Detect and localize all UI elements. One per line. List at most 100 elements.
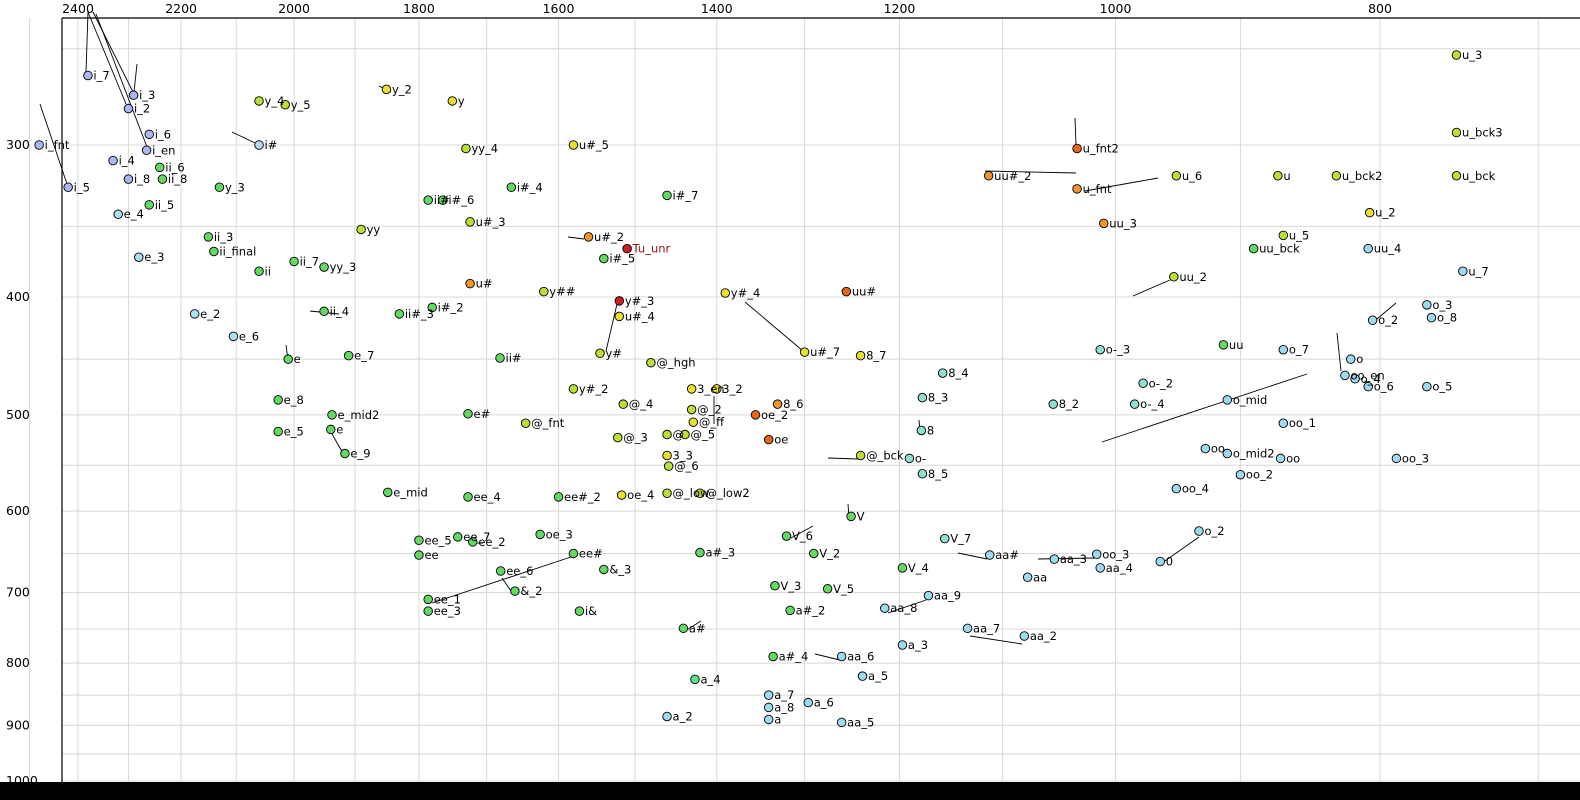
point-label: a_5: [868, 669, 888, 683]
data-point: [447, 96, 458, 106]
data-point: [897, 563, 908, 573]
data-point: [574, 606, 585, 616]
data-point: [394, 309, 405, 319]
data-point: [228, 331, 239, 342]
point-label: V_3: [780, 579, 801, 593]
point-label: 3_en: [697, 382, 724, 396]
data-point: [916, 425, 927, 436]
leader-line: [744, 301, 804, 352]
point-label: uu#_2: [994, 169, 1031, 183]
x-tick-label: 2000: [278, 1, 310, 16]
data-point: [1155, 556, 1165, 567]
data-point: [1218, 340, 1229, 350]
point-label: e_9: [350, 447, 370, 461]
point-label: 8: [927, 423, 934, 437]
point-label: u_fnt2: [1083, 142, 1119, 156]
data-point: [599, 564, 609, 575]
point-label: ee_2: [478, 535, 505, 549]
data-point: [622, 243, 632, 254]
point-label: a_3: [908, 638, 928, 652]
data-point: [157, 174, 168, 184]
point-label: o_3: [1432, 298, 1452, 312]
data-point: [1278, 230, 1289, 241]
data-point: [1171, 171, 1182, 181]
data-point: [785, 605, 795, 616]
data-point: [427, 302, 437, 313]
point-label: a_7: [774, 688, 794, 702]
data-point: [1422, 300, 1432, 310]
point-label: u_fnt: [1083, 182, 1112, 196]
leader-line: [95, 13, 148, 148]
data-point: [1095, 563, 1105, 573]
point-label: o_2: [1378, 313, 1398, 327]
data-point: [506, 182, 517, 193]
data-point: [763, 434, 774, 445]
data-point: [209, 246, 219, 257]
point-label: @_low: [673, 486, 710, 500]
leader-line: [133, 63, 138, 93]
point-label: ee: [424, 548, 438, 562]
point-label: aa_2: [1030, 629, 1057, 643]
point-label: u#: [476, 277, 493, 291]
data-point: [414, 535, 424, 546]
point-label: o_5: [1432, 380, 1452, 394]
data-point: [423, 606, 433, 616]
point-label: a#_4: [779, 649, 809, 663]
point-label: u#_2: [594, 230, 624, 244]
data-point: [720, 288, 731, 298]
y-tick-label: 500: [6, 407, 30, 422]
leader-line: [1132, 279, 1171, 297]
point-label: o_mid2: [1233, 447, 1275, 461]
point-label: aa_9: [934, 589, 961, 603]
data-point: [34, 140, 44, 150]
x-tick-label: 800: [1368, 1, 1392, 16]
leader-line: [957, 552, 988, 560]
data-point: [662, 429, 672, 440]
data-point: [134, 252, 144, 262]
point-label: aa_5: [847, 715, 874, 729]
point-label: oe_4: [627, 488, 654, 502]
leader-line: [1084, 177, 1159, 192]
point-label: ee_4: [474, 490, 501, 504]
data-point: [616, 490, 627, 500]
point-label: o_7: [1289, 343, 1309, 357]
leader-line: [969, 635, 1023, 645]
data-point: [63, 182, 73, 193]
point-label: u_3: [1462, 48, 1482, 62]
point-label: ii#: [506, 351, 522, 365]
point-label: 3_2: [722, 382, 742, 396]
data-point: [1451, 171, 1462, 181]
leader-line: [1074, 117, 1077, 146]
data-point: [686, 384, 697, 394]
point-label: i_7: [93, 68, 109, 82]
point-label: @_ff: [699, 415, 725, 429]
point-label: a#: [689, 621, 706, 635]
data-point: [1222, 448, 1233, 459]
point-label: V_2: [819, 546, 840, 560]
data-point: [495, 566, 506, 576]
data-point: [613, 432, 623, 443]
point-label: y#: [605, 346, 621, 360]
point-label: aa_8: [890, 601, 917, 615]
data-point: [203, 232, 214, 242]
data-point: [763, 714, 774, 725]
data-point: [1345, 354, 1356, 364]
data-point: [768, 651, 778, 662]
point-label: u#_5: [579, 138, 609, 152]
point-label: a_6: [814, 696, 834, 710]
bottom-bar: [0, 782, 1580, 800]
x-tick-label: 1600: [543, 1, 575, 16]
data-point: [1194, 526, 1204, 536]
point-label: oe_2: [761, 408, 788, 422]
point-label: @_4: [629, 397, 654, 411]
data-point: [897, 640, 908, 650]
y-tick-label: 400: [6, 289, 30, 304]
point-label: y#_4: [731, 286, 761, 300]
point-label: u_6: [1182, 169, 1202, 183]
data-point: [1278, 344, 1289, 355]
point-label: yy: [367, 222, 381, 236]
point-label: y_2: [392, 82, 412, 96]
